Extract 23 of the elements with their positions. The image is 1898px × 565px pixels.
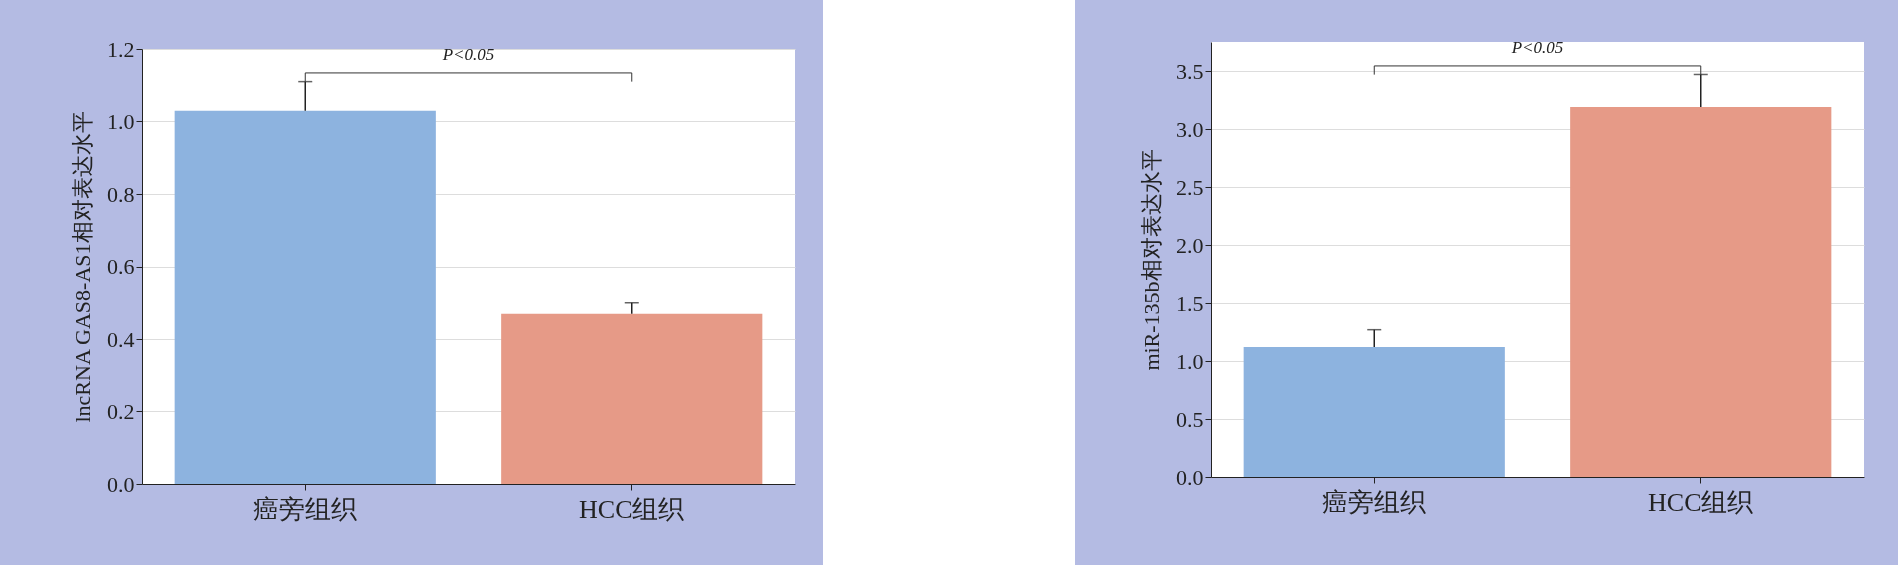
y-tick-label: 2.0	[1176, 232, 1204, 258]
y-tick-label: 2.5	[1176, 174, 1204, 200]
y-tick-label: 0.0	[107, 471, 135, 497]
y-tick-label: 1.0	[107, 109, 135, 134]
x-tick-label: HCC组织	[1648, 487, 1754, 517]
y-tick-label: 1.2	[107, 36, 135, 62]
y-axis-title: lncRNA GAS8-AS1相对表达水平	[70, 111, 95, 423]
y-tick-label: 0.6	[107, 254, 135, 279]
y-tick-label: 3.5	[1176, 58, 1204, 84]
y-tick-label: 0.8	[107, 181, 135, 207]
x-tick-label: HCC组织	[579, 494, 685, 524]
y-tick-label: 0.4	[107, 326, 135, 352]
y-tick-label: 0.5	[1176, 406, 1204, 432]
annotation: P<0.05	[441, 44, 495, 64]
y-tick-label: 0.2	[107, 399, 135, 424]
y-tick-label: 3.0	[1176, 116, 1204, 142]
annotation: P<0.05	[1510, 37, 1564, 57]
y-axis-title: miR-135b相对表达水平	[1139, 149, 1164, 371]
x-tick-label: 癌旁组织	[1322, 487, 1427, 517]
y-tick-label: 1.5	[1176, 290, 1204, 316]
x-tick-label: 癌旁组织	[253, 494, 358, 524]
y-tick-label: 1.0	[1176, 348, 1204, 374]
y-tick-label: 0.0	[1176, 464, 1204, 490]
